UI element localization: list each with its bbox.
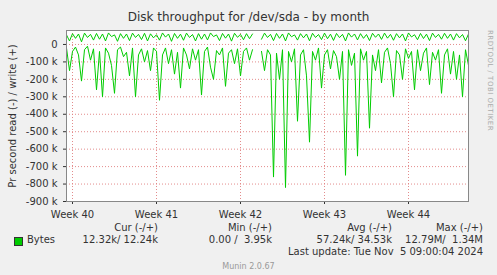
svg-text:Week 44: Week 44 — [387, 209, 430, 220]
svg-text:-400 k: -400 k — [26, 108, 58, 119]
html-text:12.32k/ 12.24k: 12.32k/ 12.24k — [82, 234, 158, 245]
svg-text:Week 40: Week 40 — [51, 209, 94, 220]
svg-text:Week 43: Week 43 — [303, 209, 346, 220]
html-text:57.24k/ 34.53k: 57.24k/ 34.53k — [316, 234, 392, 245]
svg-text:-700 k: -700 k — [26, 161, 58, 172]
html-text:Munin 2.0.67: Munin 2.0.67 — [222, 262, 275, 271]
svg-text:-800 k: -800 k — [26, 178, 58, 189]
svg-text:-300 k: -300 k — [26, 91, 58, 102]
svg-text:-600 k: -600 k — [26, 143, 58, 154]
svg-text:-200 k: -200 k — [26, 74, 58, 85]
html-text:Disk throughput for /dev/sda -: Disk throughput for /dev/sda - by month — [127, 10, 370, 24]
svg-text:-500 k: -500 k — [26, 126, 58, 137]
html-text:RRDTOOL / TOBI OETIKER: RRDTOOL / TOBI OETIKER — [486, 30, 494, 132]
html-text:Cur (-/+): Cur (-/+) — [114, 222, 158, 233]
html-text:Bytes: Bytes — [27, 234, 56, 245]
svg-text:-100 k: -100 k — [26, 56, 58, 67]
html-text:12.79M/ 1.34M: 12.79M/ 1.34M — [405, 234, 483, 245]
html-text:Last update: Tue Nov 5 09:00:0: Last update: Tue Nov 5 09:00:04 2024 — [288, 246, 483, 257]
html-text:0.00 / 3.95k: 0.00 / 3.95k — [208, 234, 272, 245]
svg-text:Pr second read (-) / write (+): Pr second read (-) / write (+) — [7, 44, 18, 187]
svg-text:Week 42: Week 42 — [219, 209, 262, 220]
svg-text:-900 k: -900 k — [26, 196, 58, 207]
html-text:Avg (-/+): Avg (-/+) — [347, 222, 392, 233]
html-text:Min (-/+): Min (-/+) — [227, 222, 272, 233]
html-text:Max (-/+): Max (-/+) — [436, 222, 483, 233]
svg-text:Week 41: Week 41 — [135, 209, 178, 220]
svg-text:0: 0 — [51, 39, 57, 50]
